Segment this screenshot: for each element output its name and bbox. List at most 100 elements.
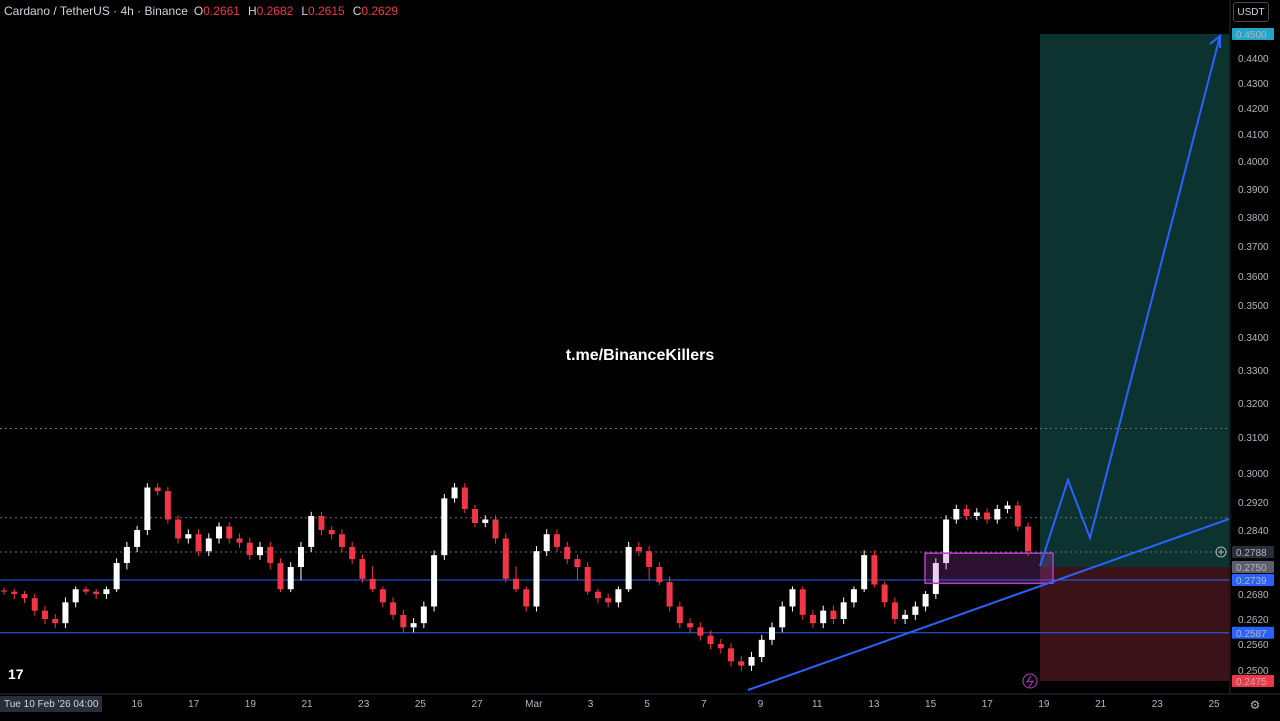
price-badge bbox=[1232, 675, 1274, 687]
candle-body bbox=[687, 623, 694, 628]
price-tick-label: 0.3800 bbox=[1238, 213, 1269, 224]
candle-body bbox=[308, 516, 315, 547]
candle-body bbox=[523, 589, 530, 607]
candle-body bbox=[441, 498, 448, 556]
price-tick-label: 0.3500 bbox=[1238, 301, 1269, 312]
candle-body bbox=[431, 555, 438, 607]
gear-icon[interactable]: ⚙ bbox=[1249, 698, 1261, 712]
candle-body bbox=[492, 519, 499, 539]
price-badge-label: 0.2587 bbox=[1236, 629, 1267, 640]
candle-body bbox=[881, 584, 888, 603]
candle-body bbox=[973, 512, 980, 516]
high-value: 0.2682 bbox=[256, 4, 294, 18]
candle-body bbox=[461, 487, 468, 509]
candle-body bbox=[164, 491, 171, 520]
candle-body bbox=[789, 589, 796, 607]
candle-body bbox=[62, 602, 69, 624]
candle-body bbox=[902, 614, 909, 619]
symbol-legend[interactable]: Cardano / TetherUS · 4h · Binance O0.266… bbox=[4, 4, 398, 18]
price-badge-label: 0.2750 bbox=[1236, 563, 1267, 574]
watermark-text: t.me/BinanceKillers bbox=[565, 347, 715, 364]
close-label: C bbox=[352, 4, 362, 18]
candle-body bbox=[676, 606, 683, 624]
candle-body bbox=[236, 538, 243, 543]
time-tick-label: 3 bbox=[588, 699, 594, 710]
candle-body bbox=[318, 516, 325, 530]
candle-body bbox=[154, 487, 161, 492]
time-tick-label: 25 bbox=[415, 699, 427, 710]
candle-body bbox=[922, 594, 929, 607]
time-tick-label: Mar bbox=[525, 699, 543, 710]
time-tick-label: 11 bbox=[812, 699, 823, 710]
candle-body bbox=[216, 526, 223, 539]
candle-body bbox=[615, 589, 622, 603]
currency-selector-button[interactable]: USDT bbox=[1233, 2, 1269, 22]
price-badge bbox=[1232, 28, 1274, 40]
candle-body bbox=[123, 546, 130, 564]
price-badge bbox=[1232, 626, 1274, 639]
candle-body bbox=[338, 534, 345, 547]
candle-body bbox=[830, 610, 837, 619]
candle-body bbox=[134, 530, 141, 547]
time-tick-label: 21 bbox=[301, 699, 313, 710]
candle-body bbox=[390, 602, 397, 615]
candle-body bbox=[369, 578, 376, 590]
candle-body bbox=[257, 546, 263, 556]
candle-body bbox=[809, 614, 816, 624]
time-tick-label: 5 bbox=[644, 699, 650, 710]
low-label: L bbox=[301, 4, 308, 18]
price-badge bbox=[1232, 546, 1274, 558]
price-tick-label: 0.2920 bbox=[1238, 498, 1269, 509]
price-badge bbox=[1232, 561, 1274, 573]
price-tick-label: 0.2500 bbox=[1238, 666, 1269, 677]
time-tick-label: 21 bbox=[1095, 699, 1107, 710]
candle-body bbox=[932, 563, 939, 594]
candle-body bbox=[758, 639, 765, 657]
candle-body bbox=[984, 512, 991, 520]
open-label: O bbox=[193, 4, 204, 18]
price-tick-label: 0.2560 bbox=[1238, 640, 1269, 651]
candle-body bbox=[1025, 526, 1031, 552]
time-tick-label: 17 bbox=[188, 699, 200, 710]
time-tick-label: 27 bbox=[472, 699, 484, 710]
price-tick-label: 0.2840 bbox=[1238, 526, 1269, 537]
time-tick-label: 19 bbox=[245, 699, 257, 710]
candle-body bbox=[513, 578, 519, 590]
close-value: 0.2629 bbox=[361, 4, 399, 18]
candle-body bbox=[359, 559, 366, 579]
candle-body bbox=[891, 602, 898, 619]
time-tick-label: 23 bbox=[358, 699, 370, 710]
candle-body bbox=[666, 582, 673, 607]
candle-body bbox=[11, 591, 18, 594]
candle-body bbox=[267, 546, 274, 564]
price-badge-label: 0.4500 bbox=[1236, 30, 1267, 41]
symbol-title[interactable]: Cardano / TetherUS · 4h · Binance bbox=[4, 4, 188, 18]
candle-body bbox=[31, 598, 38, 611]
candle-body bbox=[605, 598, 612, 603]
candle-body bbox=[144, 487, 151, 530]
price-tick-label: 0.2680 bbox=[1238, 590, 1269, 601]
candle-body bbox=[185, 534, 192, 539]
candle-body bbox=[861, 555, 868, 590]
candle-body bbox=[779, 606, 786, 628]
candle-body bbox=[1004, 505, 1011, 509]
candle-body bbox=[553, 534, 560, 547]
crosshair-time-badge: Tue 10 Feb '26 04:00 bbox=[0, 696, 103, 712]
candle-body bbox=[943, 519, 950, 564]
price-tick-label: 0.2620 bbox=[1238, 615, 1269, 626]
price-badge-label: 0.2739 bbox=[1236, 576, 1267, 587]
candle-body bbox=[21, 594, 28, 599]
time-tick-label: 16 bbox=[131, 699, 143, 710]
candle-body bbox=[103, 589, 110, 594]
candle-body bbox=[748, 657, 755, 666]
price-badge-label: 0.2475 bbox=[1236, 677, 1267, 688]
tradingview-logo-icon[interactable]: 17 bbox=[8, 666, 24, 682]
candle-body bbox=[420, 606, 427, 624]
price-tick-label: 0.3600 bbox=[1238, 272, 1269, 283]
candle-body bbox=[912, 606, 919, 615]
time-tick-label: 23 bbox=[1152, 699, 1164, 710]
candle-body bbox=[635, 546, 642, 552]
low-value: 0.2615 bbox=[308, 4, 345, 18]
